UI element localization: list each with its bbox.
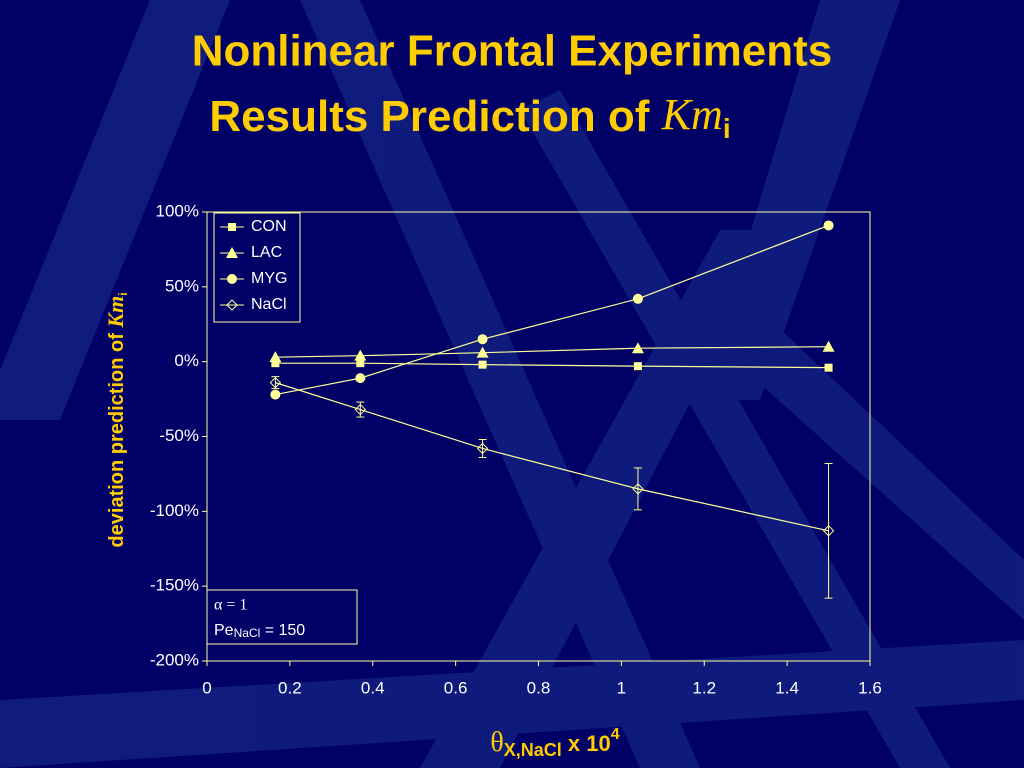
legend-label: CON	[251, 218, 287, 235]
y-axis-label: deviation prediction of Kmi	[103, 292, 130, 547]
y-label-text: deviation prediction of	[106, 328, 128, 548]
y-tick-label: -200%	[150, 650, 199, 669]
chart-title: Results Prediction of Kmi	[209, 90, 730, 144]
x-tick-label: 0.4	[361, 678, 385, 697]
title-text: Results Prediction of	[209, 92, 661, 141]
marker	[356, 359, 365, 368]
x-tick-label: 1	[617, 678, 626, 697]
error-bar	[478, 438, 487, 458]
annotation-box	[206, 589, 358, 645]
x-tick-label: 0.2	[278, 678, 302, 697]
y-label-sub: i	[116, 292, 130, 295]
marker	[228, 223, 236, 231]
legend-label: LAC	[251, 244, 282, 261]
x-tick-label: 1.4	[775, 678, 799, 697]
x-label-sub: X,NaCl	[504, 740, 562, 760]
marker	[477, 334, 488, 345]
marker	[269, 351, 282, 363]
y-label-symbol: Km	[103, 296, 128, 329]
error-bar	[824, 462, 833, 599]
marker	[824, 363, 833, 372]
y-tick-label: -150%	[150, 576, 199, 595]
marker	[354, 403, 367, 416]
pe: Pe	[214, 622, 234, 639]
legend-label: NaCl	[251, 296, 287, 313]
x-tick-label: 1.6	[858, 678, 882, 697]
marker	[631, 342, 644, 354]
x-tick-label: 0.6	[444, 678, 468, 697]
chart-title: Nonlinear Frontal Experiments	[192, 27, 833, 76]
error-bar	[633, 467, 642, 511]
marker	[355, 373, 366, 384]
marker	[823, 220, 834, 231]
marker	[633, 362, 642, 371]
marker	[354, 349, 367, 361]
x-label-symbol: θ	[490, 727, 503, 758]
x-tick-label: 1.2	[692, 678, 716, 697]
y-tick-label: -50%	[159, 426, 199, 445]
y-tick-label: -100%	[150, 501, 199, 520]
marker	[478, 360, 487, 369]
y-tick-label: 0%	[174, 351, 199, 370]
pe-value: = 150	[260, 622, 305, 639]
marker	[269, 376, 282, 389]
y-tick-label: 100%	[156, 201, 199, 220]
legend-label: MYG	[251, 270, 287, 287]
x-tick-label: 0.8	[527, 678, 551, 697]
marker	[476, 442, 489, 455]
annotation: PeNaCl = 150	[214, 622, 305, 640]
marker	[632, 483, 644, 495]
marker	[226, 247, 238, 258]
x-label-sup: 4	[611, 726, 620, 743]
error-bar	[271, 376, 280, 390]
title-symbol: Km	[661, 90, 723, 139]
marker	[632, 293, 643, 304]
title-subscript: i	[723, 113, 731, 144]
marker	[476, 346, 489, 358]
marker	[271, 359, 280, 368]
pe-sub: NaCl	[234, 626, 261, 640]
annotation: α = 1	[214, 597, 247, 614]
x-tick-label: 0	[202, 678, 211, 697]
marker	[226, 299, 238, 311]
marker	[822, 525, 835, 537]
x-label-text: x 10	[562, 731, 611, 756]
marker	[270, 389, 281, 400]
marker	[822, 340, 835, 352]
x-axis-label: θX,NaCl x 104	[490, 726, 619, 760]
marker	[227, 274, 237, 284]
y-tick-label: 50%	[165, 276, 199, 295]
